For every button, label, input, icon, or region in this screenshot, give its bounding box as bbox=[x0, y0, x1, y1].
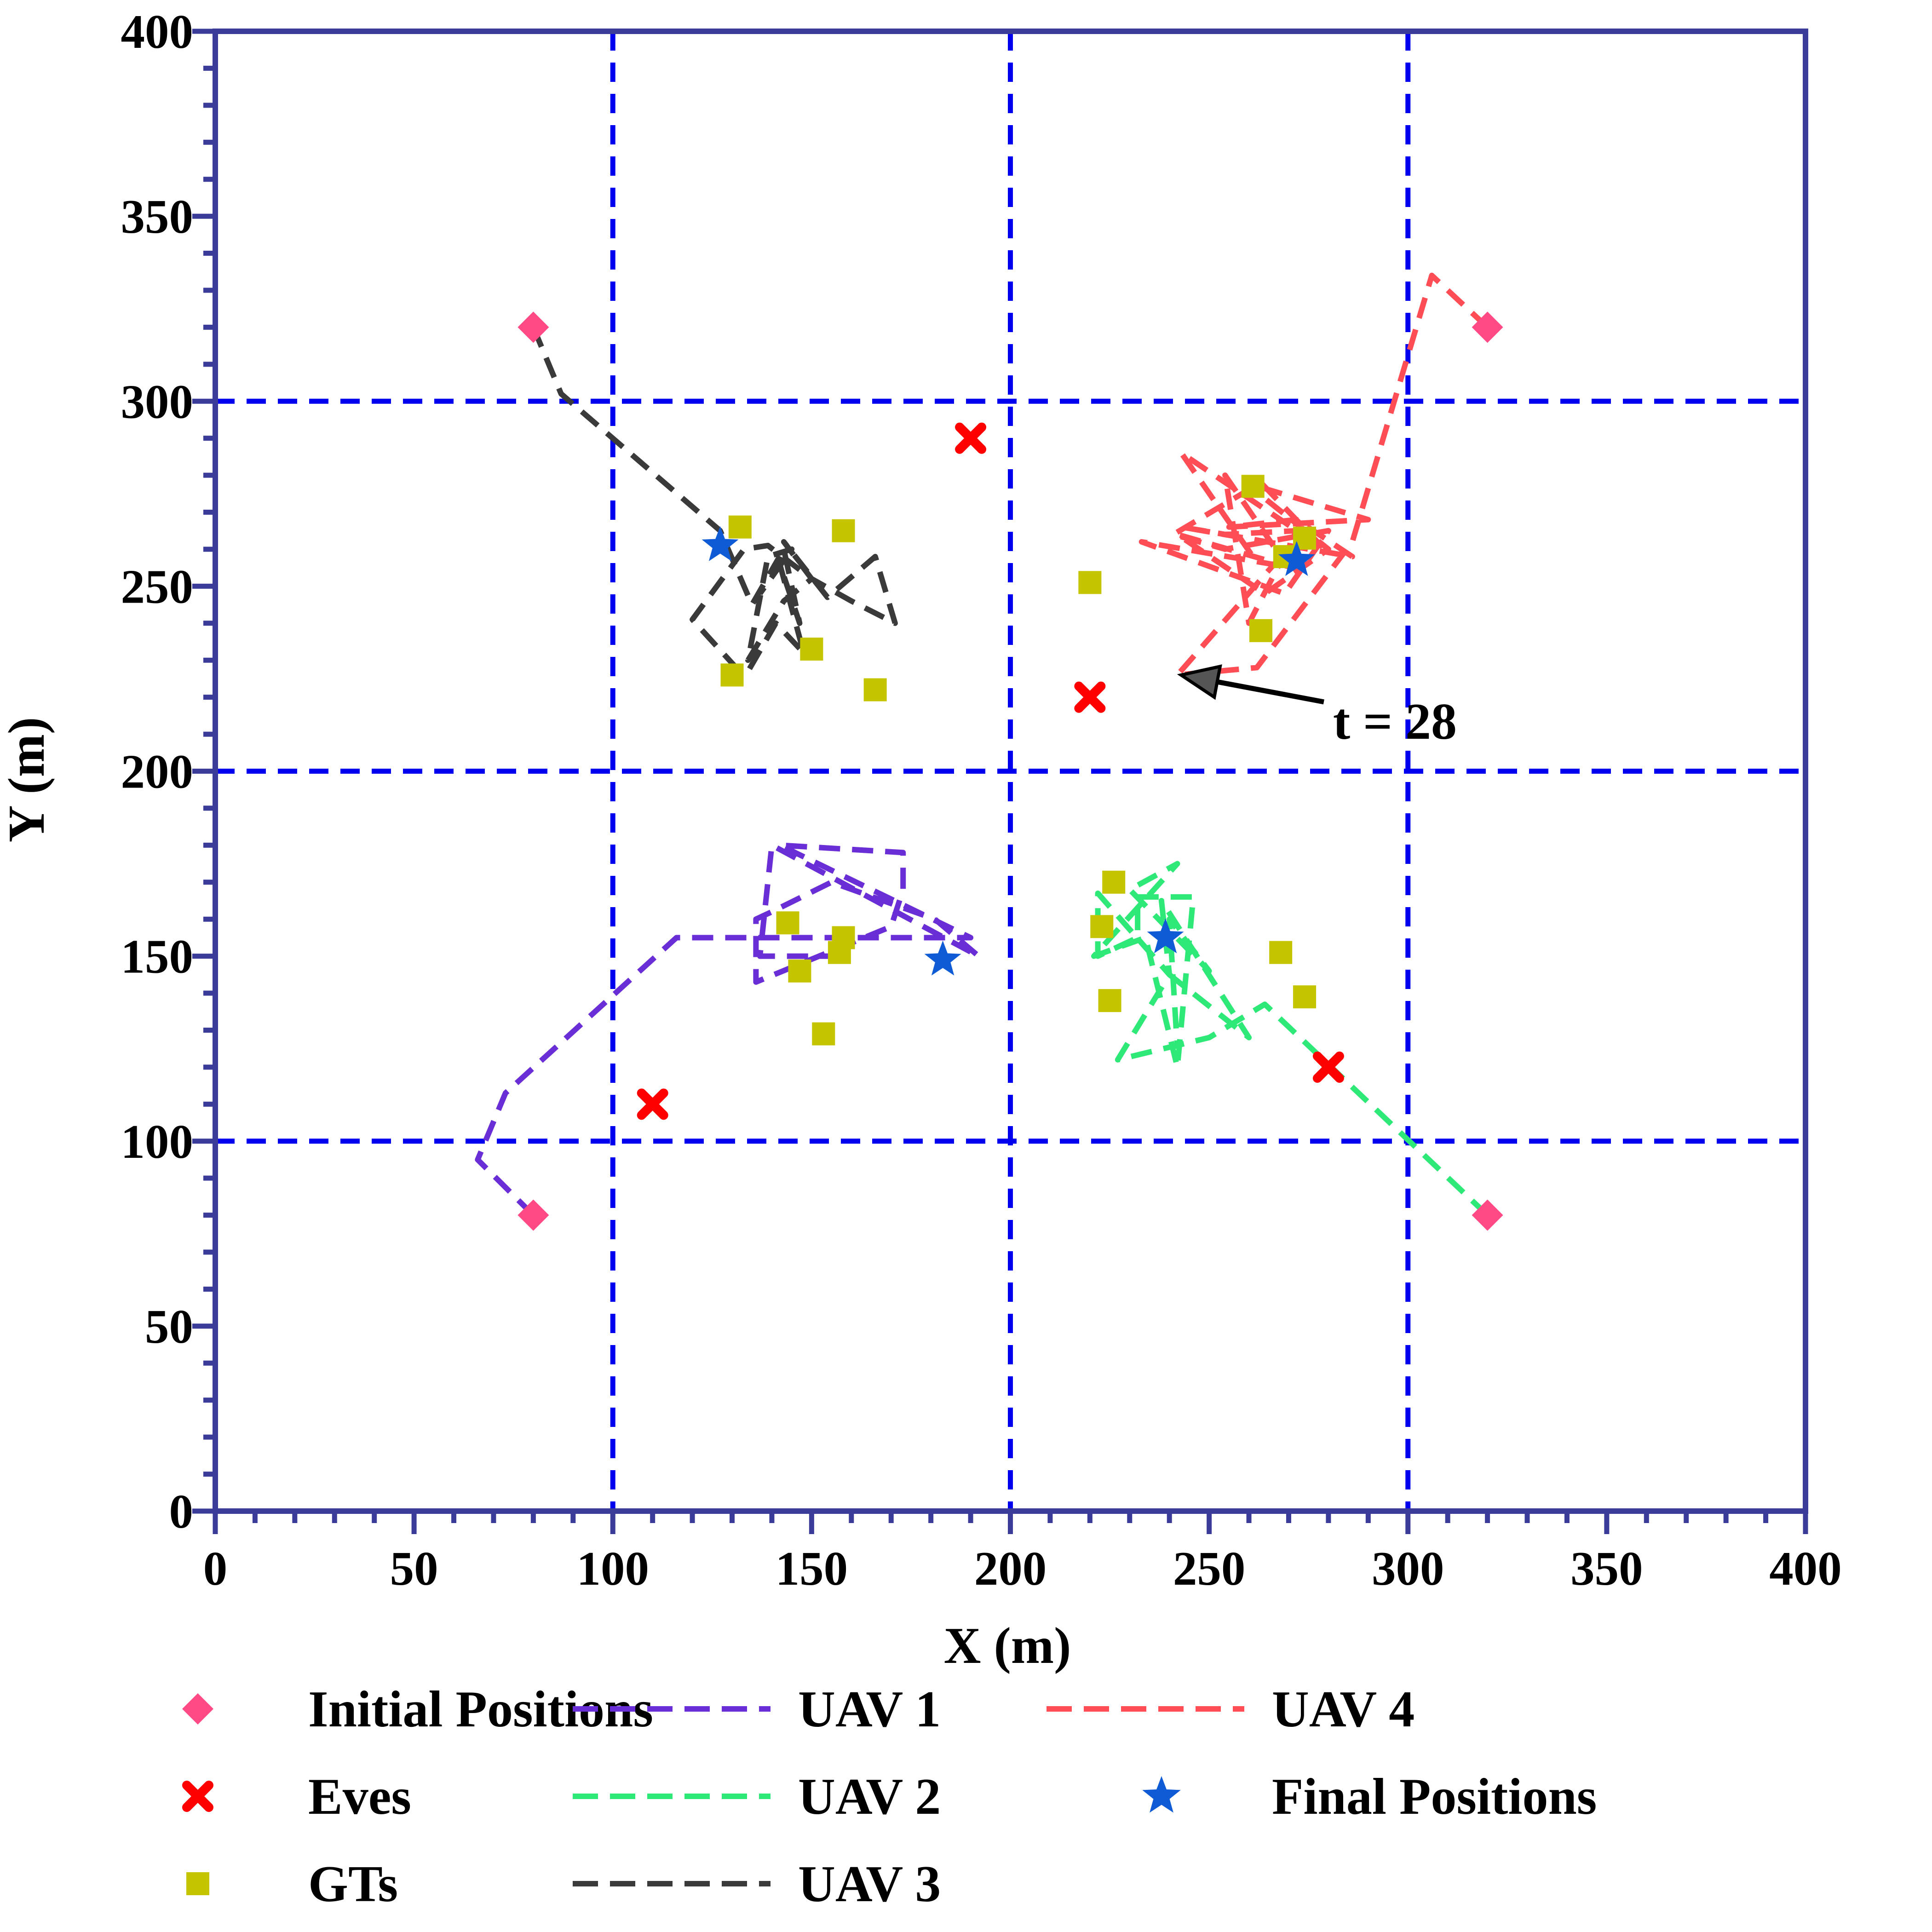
final-position-marker bbox=[1278, 541, 1315, 576]
legend-symbol-final-positions bbox=[1142, 1776, 1181, 1813]
eve-marker bbox=[637, 1088, 668, 1120]
gt-marker bbox=[776, 911, 799, 935]
y-tick-label: 250 bbox=[121, 559, 194, 613]
initial-position-marker bbox=[1472, 1199, 1503, 1231]
legend-label-eves: Eves bbox=[308, 1768, 411, 1825]
y-tick-label: 0 bbox=[169, 1484, 194, 1538]
uav-1-trajectory bbox=[475, 842, 982, 1217]
gt-marker bbox=[863, 678, 887, 702]
legend-label-final-positions: Final Positions bbox=[1272, 1768, 1597, 1825]
x-tick-label: 350 bbox=[1570, 1541, 1643, 1595]
legend-item-uav-3: UAV 3 bbox=[573, 1856, 941, 1913]
final-position-marker bbox=[1147, 918, 1184, 954]
legend-label-initial-positions: Initial Positions bbox=[308, 1681, 653, 1738]
gt-marker bbox=[788, 959, 811, 983]
uav-3-trajectory bbox=[530, 326, 898, 674]
legend-label-uav-1: UAV 1 bbox=[798, 1681, 941, 1738]
gt-marker bbox=[1090, 915, 1114, 938]
eve-marker-stroke bbox=[955, 422, 987, 454]
x-tick-label: 300 bbox=[1372, 1541, 1444, 1595]
final-position-marker bbox=[924, 940, 961, 976]
eve-marker bbox=[1074, 681, 1106, 713]
gt-marker bbox=[1249, 619, 1272, 642]
gt-marker bbox=[800, 638, 823, 661]
x-tick-label: 200 bbox=[974, 1541, 1047, 1595]
legend-symbol-eves bbox=[182, 1781, 213, 1812]
initial-position-marker bbox=[518, 311, 549, 343]
annotation-arrow-head bbox=[1177, 664, 1222, 700]
initial-position-marker bbox=[1472, 311, 1503, 343]
x-tick-label: 250 bbox=[1173, 1541, 1246, 1595]
uav-trajectories bbox=[475, 272, 1489, 1217]
annotation-arrow-shaft bbox=[1217, 679, 1324, 705]
legend-symbol-gts bbox=[186, 1872, 209, 1895]
eve-marker-stroke bbox=[182, 1781, 213, 1812]
y-axis-title: Y (m) bbox=[0, 717, 55, 843]
eve-marker-stroke bbox=[637, 1088, 668, 1120]
gt-marker bbox=[720, 663, 744, 687]
legend-item-uav-4: UAV 4 bbox=[1046, 1681, 1414, 1738]
final-position-marker bbox=[702, 526, 739, 561]
legend: Initial Positions Eves GTs UAV 1 UAV 2 UAV 3 U… bbox=[182, 1681, 1597, 1913]
x-tick-label: 100 bbox=[577, 1541, 650, 1595]
gt-marker bbox=[1078, 571, 1102, 594]
gt-marker bbox=[828, 941, 851, 964]
grid-lines bbox=[215, 31, 1806, 1511]
point-markers bbox=[518, 311, 1503, 1231]
legend-label-uav-4: UAV 4 bbox=[1272, 1681, 1414, 1738]
y-tick-label: 100 bbox=[121, 1115, 194, 1168]
legend-item-uav-1: UAV 1 bbox=[573, 1681, 941, 1738]
gt-marker bbox=[832, 519, 855, 542]
eve-marker bbox=[1312, 1051, 1344, 1083]
uav-2-trajectory bbox=[1091, 861, 1489, 1217]
x-tick-label: 150 bbox=[776, 1541, 848, 1595]
y-tick-label: 350 bbox=[121, 190, 194, 243]
eve-marker bbox=[955, 422, 987, 454]
x-tick-label: 50 bbox=[390, 1541, 438, 1595]
gt-marker bbox=[1098, 989, 1121, 1012]
initial-position-marker bbox=[518, 1199, 549, 1231]
y-tick-label: 400 bbox=[121, 5, 194, 58]
y-tick-label: 150 bbox=[121, 930, 194, 983]
gt-marker bbox=[1269, 941, 1293, 964]
gt-marker bbox=[1293, 985, 1317, 1009]
x-tick-label: 400 bbox=[1769, 1541, 1842, 1595]
x-tick-label: 0 bbox=[203, 1541, 228, 1595]
gt-marker bbox=[728, 515, 752, 539]
legend-item-final-positions: Final Positions bbox=[1142, 1768, 1597, 1825]
eve-marker-stroke bbox=[1312, 1051, 1344, 1083]
annotation-text: t = 28 bbox=[1333, 693, 1457, 750]
y-tick-label: 200 bbox=[121, 745, 194, 799]
uav-4-trajectory bbox=[1138, 272, 1489, 678]
legend-item-gts: GTs bbox=[186, 1856, 398, 1913]
legend-symbol-initial-positions bbox=[182, 1693, 213, 1725]
y-tick-label: 300 bbox=[121, 374, 194, 428]
legend-item-eves: Eves bbox=[182, 1768, 411, 1825]
legend-label-uav-2: UAV 2 bbox=[798, 1768, 941, 1825]
legend-label-gts: GTs bbox=[308, 1856, 398, 1913]
legend-item-uav-2: UAV 2 bbox=[573, 1768, 941, 1825]
gt-marker bbox=[1102, 870, 1126, 894]
gt-marker bbox=[1241, 475, 1265, 498]
legend-label-uav-3: UAV 3 bbox=[798, 1856, 941, 1913]
axes: 0 50 100 150 200 250 300 350 400 0 50 100 150 200 250 3… bbox=[121, 5, 1842, 1595]
x-axis-title: X (m) bbox=[944, 1617, 1071, 1674]
eve-marker-stroke bbox=[1074, 681, 1106, 713]
gt-marker bbox=[812, 1022, 835, 1046]
y-tick-label: 50 bbox=[145, 1300, 193, 1353]
annotation: t = 28 bbox=[1177, 664, 1457, 750]
